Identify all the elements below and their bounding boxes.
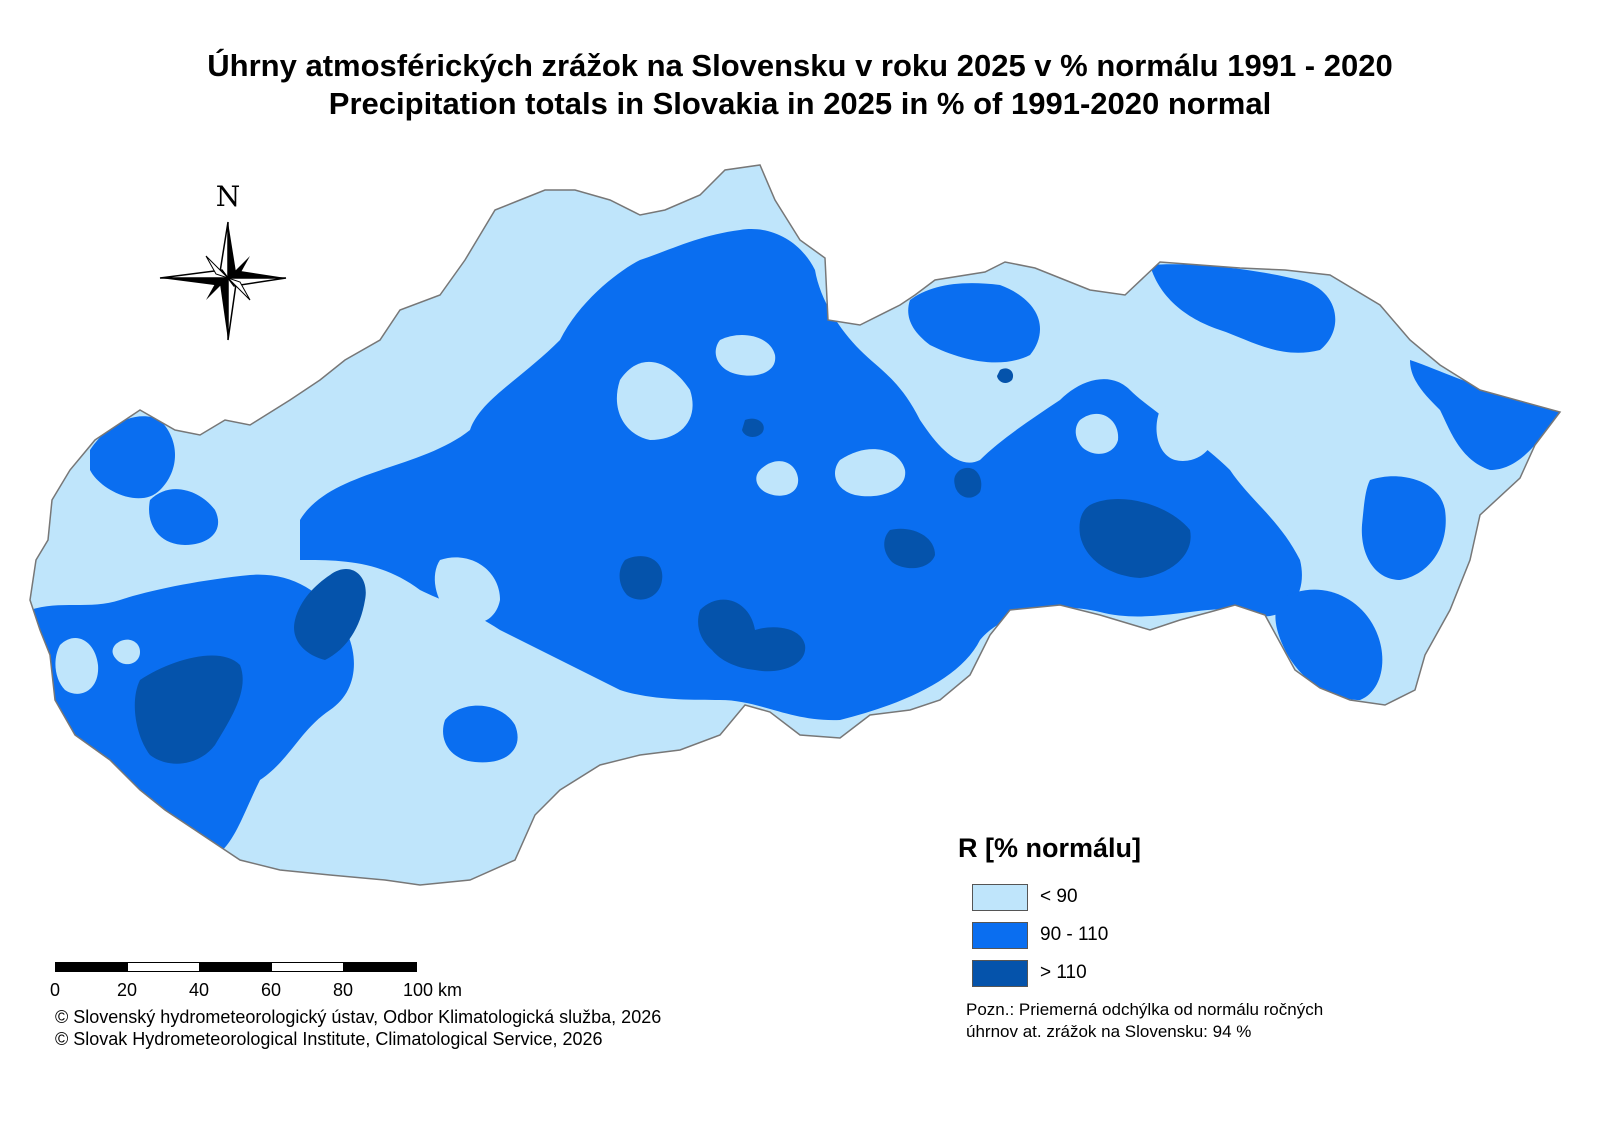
north-label: N <box>216 180 241 213</box>
zone-normal-west-blob <box>149 489 219 545</box>
scale-segment <box>55 962 129 972</box>
zone-above-spot-1 <box>954 467 982 498</box>
scale-tick-label: 20 <box>117 980 138 1000</box>
zone-above-east-small <box>884 528 935 569</box>
legend-label-below: < 90 <box>1040 886 1078 907</box>
zone-normal-east-south <box>1275 589 1383 700</box>
scale-segment <box>271 962 345 972</box>
zone-normal-north-strip <box>908 283 1040 363</box>
zone-above-west-center <box>294 569 366 660</box>
legend-title: R [% normálu] <box>958 833 1142 863</box>
zone-above-east-center <box>1079 499 1191 578</box>
copyright-slovak: © Slovenský hydrometeorologický ústav, O… <box>55 1007 662 1027</box>
map-title-english: Precipitation totals in Slovakia in 2025… <box>328 86 1272 121</box>
slovakia-border <box>29 164 1562 886</box>
island-below-3 <box>756 461 799 496</box>
scale-tick-label: 0 <box>50 980 61 1000</box>
zone-above-west <box>134 655 243 764</box>
zone-below-islands <box>55 335 1333 694</box>
legend-swatch-above <box>972 959 1028 987</box>
legend-label-normal: 90 - 110 <box>1040 924 1109 945</box>
scale-segment <box>343 962 417 972</box>
scale-tick-label: 40 <box>189 980 210 1000</box>
zone-above-center-south <box>698 599 806 672</box>
island-below-8 <box>1287 432 1333 489</box>
scale-tick-label: 60 <box>261 980 282 1000</box>
island-below-4 <box>835 449 906 497</box>
scale-tick-label: 80 <box>333 980 354 1000</box>
zone-normal-east-edge <box>1410 360 1560 470</box>
legend-item-normal: 90 - 110 <box>972 920 1108 950</box>
island-below-10 <box>55 637 99 694</box>
zone-normal-northwest <box>90 416 175 499</box>
copyright-english: © Slovak Hydrometeorological Institute, … <box>55 1029 603 1049</box>
note-line-1: Pozn.: Priemerná odchýlka od normálu roč… <box>966 1000 1324 1019</box>
scale-segment <box>199 962 273 972</box>
zone-normal-central <box>300 229 1302 721</box>
zone-normal-south <box>443 705 518 763</box>
scale-bar <box>55 962 417 974</box>
scale-segment <box>127 962 201 972</box>
legend-swatch-below <box>972 883 1028 911</box>
zone-above-spot-3 <box>997 368 1014 383</box>
island-below-5 <box>434 557 500 624</box>
zone-above-normal <box>134 368 1191 764</box>
island-below-7 <box>1156 401 1216 461</box>
scale-tick-label: 100 km <box>403 980 463 1000</box>
note-line-2: úhrnov at. zrážok na Slovensku: 94 % <box>966 1022 1252 1041</box>
island-below-1 <box>616 361 693 440</box>
map-title-slovak: Úhrny atmosférických zrážok na Slovensku… <box>207 48 1393 83</box>
zone-above-spot-2 <box>742 418 764 437</box>
island-below-9 <box>112 639 140 665</box>
zone-normal-east-center <box>1361 476 1446 580</box>
north-arrow-icon <box>159 221 287 341</box>
zone-normal-east-north <box>1150 264 1336 353</box>
island-below-2 <box>715 335 776 376</box>
island-below-6 <box>1075 413 1119 454</box>
legend-label-above: > 110 <box>1040 962 1087 983</box>
legend-item-above: > 110 <box>972 958 1087 988</box>
zone-above-center <box>619 556 663 600</box>
legend-item-below: < 90 <box>972 882 1078 912</box>
legend-swatch-normal <box>972 921 1028 949</box>
